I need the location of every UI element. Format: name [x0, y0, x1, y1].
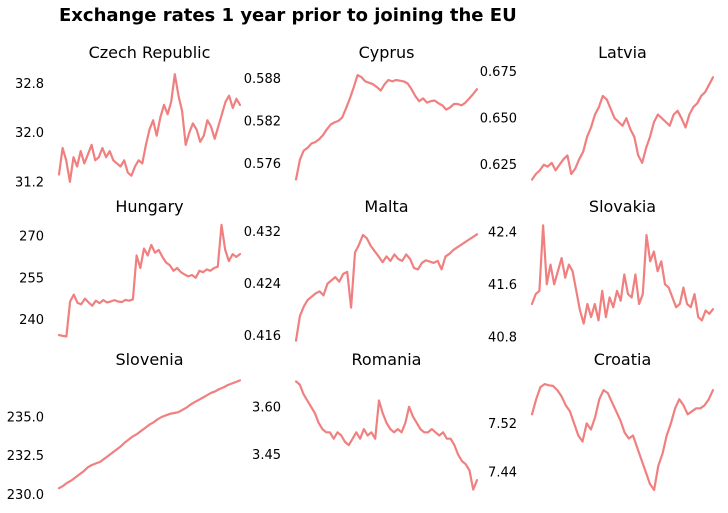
series-line: [57, 223, 242, 338]
y-tick-label: 255: [19, 271, 44, 286]
series-line: [294, 73, 479, 181]
series-line: [530, 224, 715, 325]
y-tick-label: 32.0: [15, 126, 44, 141]
panels: Czech Republic 31.2 32.0 32.8 Cyprus 0.576 0.5…: [7, 43, 715, 503]
y-tick-label: 42.4: [488, 225, 517, 240]
panel-7: Romania 3.45 3.60: [252, 350, 479, 491]
y-tick-label: 270: [19, 229, 44, 244]
panel-title: Czech Republic: [89, 43, 211, 62]
y-tick-label: 32.8: [15, 77, 44, 92]
y-tick-label: 0.625: [480, 158, 517, 173]
y-tick-label: 40.8: [488, 330, 517, 345]
y-tick-label: 0.675: [480, 65, 517, 80]
panel-title: Latvia: [598, 43, 647, 62]
y-tick-label: 0.424: [244, 277, 281, 292]
y-tick-label: 232.5: [7, 449, 44, 464]
panel-title: Slovenia: [115, 350, 183, 369]
series-line: [57, 73, 242, 183]
y-tick-label: 3.45: [252, 448, 281, 463]
y-tick-label: 0.650: [480, 112, 517, 127]
panel-title: Hungary: [115, 197, 183, 216]
y-tick-label: 3.60: [252, 400, 281, 415]
y-tick-label: 240: [19, 313, 44, 328]
panel-2: Latvia 0.625 0.650 0.675: [480, 43, 715, 181]
y-tick-label: 7.44: [488, 465, 517, 480]
y-tick-label: 41.6: [488, 278, 517, 293]
panel-3: Hungary 240 255 270: [19, 197, 242, 338]
y-tick-label: 0.582: [244, 114, 281, 129]
series-line: [530, 76, 715, 181]
y-tick-label: 0.588: [244, 72, 281, 87]
series-line: [294, 380, 479, 491]
panel-title: Malta: [364, 197, 408, 216]
y-tick-label: 31.2: [15, 175, 44, 190]
panel-4: Malta 0.416 0.424 0.432: [244, 197, 479, 344]
panel-0: Czech Republic 31.2 32.0 32.8: [15, 43, 242, 190]
y-tick-label: 235.0: [7, 410, 44, 425]
y-tick-label: 0.576: [244, 157, 281, 172]
panel-5: Slovakia 40.8 41.6 42.4: [488, 197, 715, 345]
series-line: [294, 233, 479, 342]
y-tick-label: 0.432: [244, 225, 281, 240]
panel-1: Cyprus 0.576 0.582 0.588: [244, 43, 479, 181]
panel-title: Cyprus: [359, 43, 415, 62]
y-tick-label: 7.52: [488, 417, 517, 432]
y-tick-label: 0.416: [244, 329, 281, 344]
panel-title: Croatia: [594, 350, 652, 369]
panel-title: Slovakia: [589, 197, 656, 216]
panel-title: Romania: [352, 350, 422, 369]
panel-8: Croatia 7.44 7.52: [488, 350, 715, 492]
y-tick-label: 230.0: [7, 488, 44, 503]
series-line: [530, 383, 715, 492]
panel-6: Slovenia 230.0 232.5 235.0: [7, 350, 242, 503]
figure-title: Exchange rates 1 year prior to joining t…: [59, 5, 517, 26]
series-line: [57, 379, 242, 490]
